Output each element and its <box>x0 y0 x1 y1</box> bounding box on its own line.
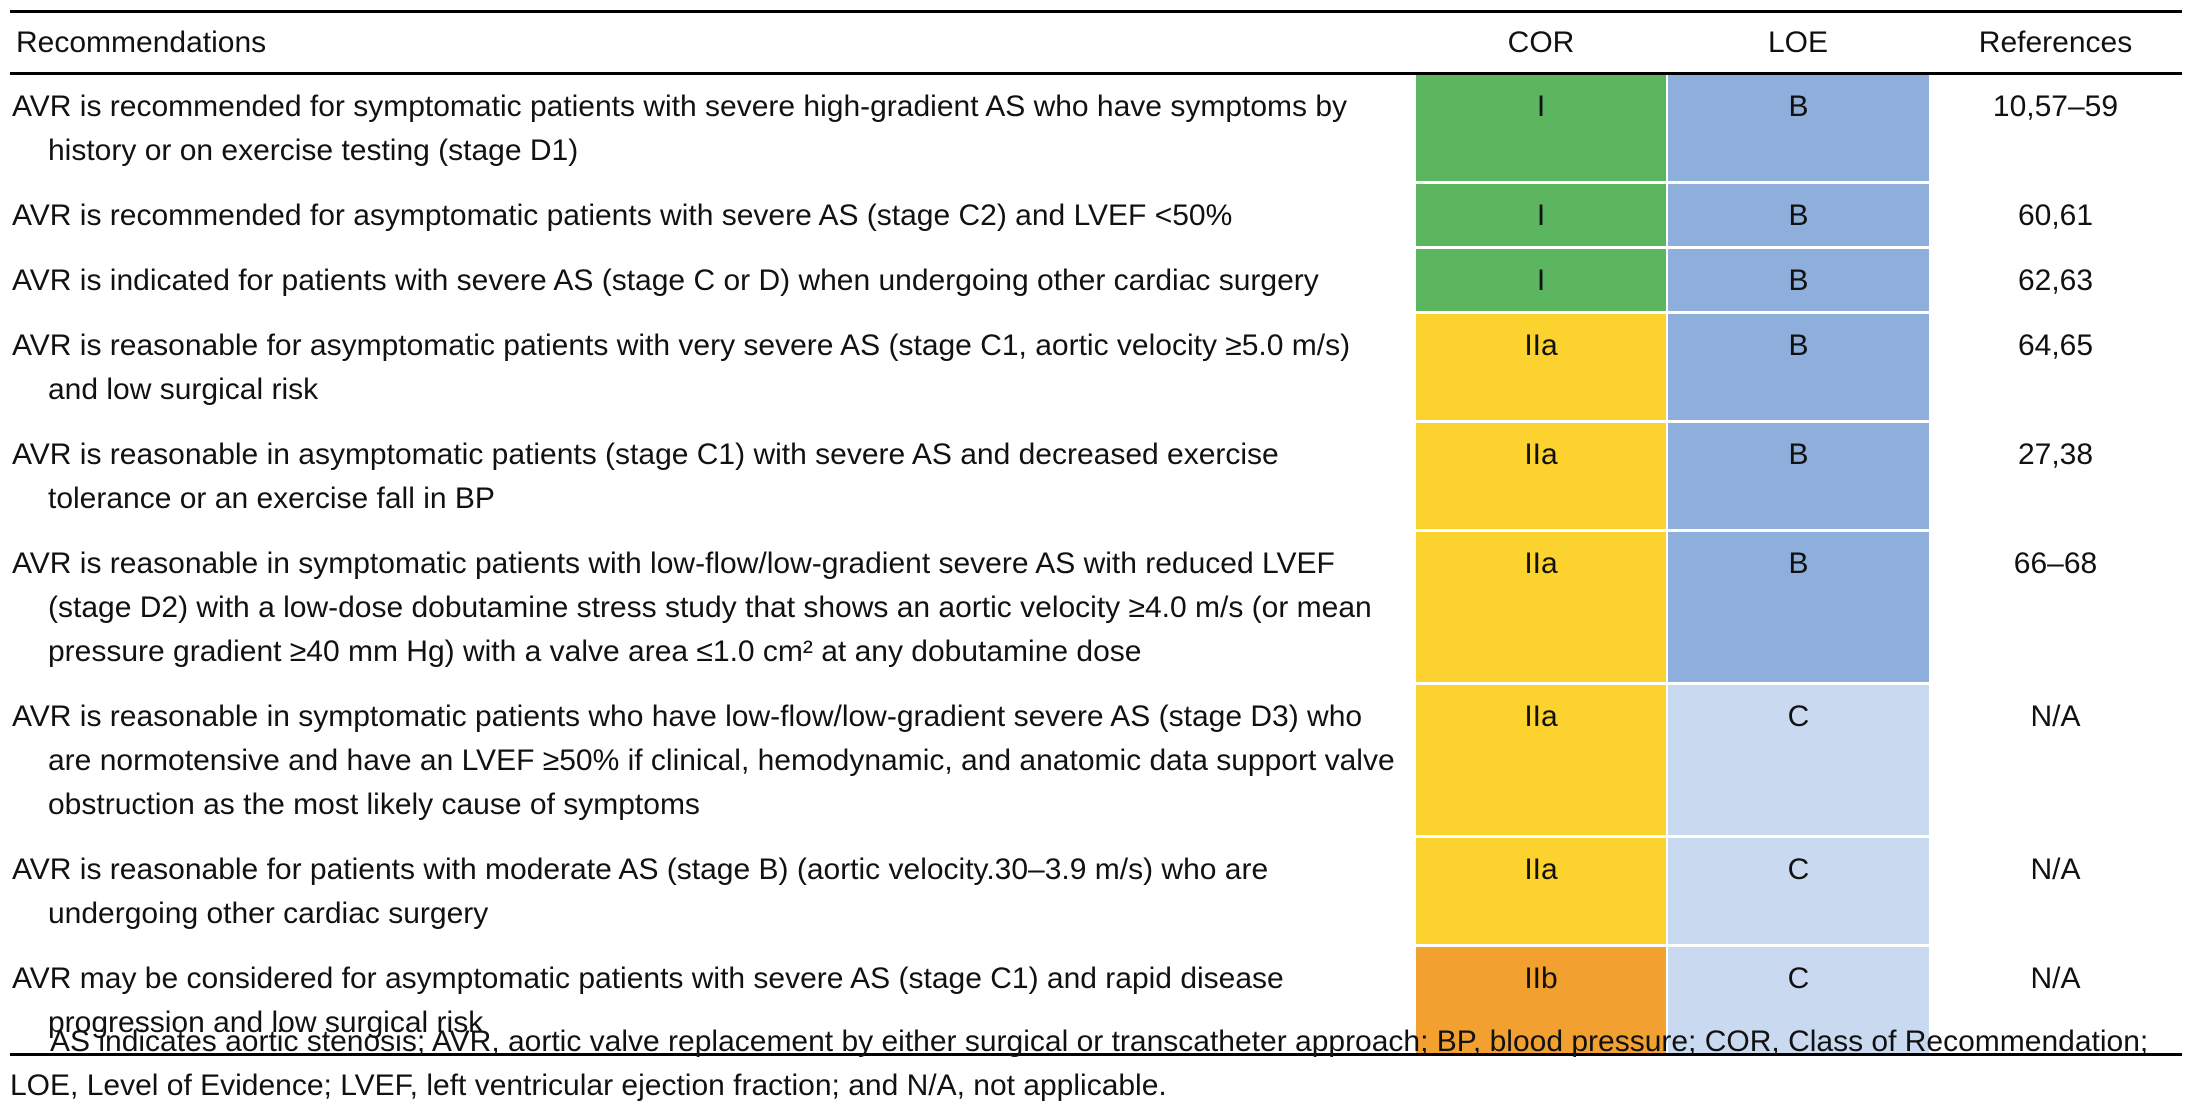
references-cell: 62,63 <box>1929 246 2182 313</box>
cor-cell: I <box>1414 246 1667 313</box>
cor-cell: I <box>1414 73 1667 183</box>
table-row: AVR may be considered for asymptomatic p… <box>10 944 2182 1056</box>
recommendation-cell: AVR is indicated for patients with sever… <box>10 246 1415 313</box>
recommendation-cell: AVR is recommended for asymptomatic pati… <box>10 181 1415 248</box>
cor-cell: IIa <box>1414 529 1667 684</box>
references-cell: 60,61 <box>1929 181 2182 248</box>
recommendation-text: AVR is indicated for patients with sever… <box>12 264 1319 297</box>
table-row: AVR is reasonable in symptomatic patient… <box>10 682 2182 837</box>
table-footnote: AS indicates aortic stenosis; AVR, aorti… <box>10 1025 2149 1102</box>
recommendation-cell: AVR may be considered for asymptomatic p… <box>10 944 1415 1056</box>
cor-cell: IIa <box>1414 420 1667 531</box>
recommendation-text: AVR is reasonable in asymptomatic patien… <box>12 438 1279 515</box>
header-cor: COR <box>1415 10 1667 75</box>
references-cell: 27,38 <box>1929 420 2182 531</box>
recommendation-cell: AVR is reasonable in asymptomatic patien… <box>10 420 1415 531</box>
recommendation-cell: AVR is reasonable for patients with mode… <box>10 835 1415 946</box>
loe-cell: B <box>1666 246 1929 313</box>
loe-cell: C <box>1666 682 1929 837</box>
table-row: AVR is reasonable in asymptomatic patien… <box>10 420 2182 531</box>
table-row: AVR is recommended for symptomatic patie… <box>10 73 2182 183</box>
references-cell: 66–68 <box>1929 529 2182 684</box>
recommendation-cell: AVR is reasonable for asymptomatic patie… <box>10 311 1415 422</box>
references-cell: 10,57–59 <box>1929 73 2182 183</box>
recommendation-cell: AVR is reasonable in symptomatic patient… <box>10 529 1415 684</box>
recommendation-text: AVR is recommended for symptomatic patie… <box>12 90 1348 167</box>
recommendations-table: Recommendations COR LOE References AVR i… <box>10 10 2182 1056</box>
recommendation-cell: AVR is reasonable in symptomatic patient… <box>10 682 1415 837</box>
table-body: AVR is recommended for symptomatic patie… <box>10 73 2182 1056</box>
references-cell: N/A <box>1929 944 2182 1056</box>
recommendation-text: AVR is recommended for asymptomatic pati… <box>12 199 1233 232</box>
cor-cell: IIb <box>1414 944 1667 1056</box>
header-references: References <box>1929 10 2182 75</box>
loe-cell: B <box>1666 529 1929 684</box>
recommendation-text: AVR is reasonable for asymptomatic patie… <box>12 329 1351 406</box>
loe-cell: B <box>1666 73 1929 183</box>
table-row: AVR is indicated for patients with sever… <box>10 246 2182 313</box>
loe-cell: B <box>1666 420 1929 531</box>
header-recommendations: Recommendations <box>10 10 1415 75</box>
references-cell: 64,65 <box>1929 311 2182 422</box>
recommendation-text: AVR is reasonable in symptomatic patient… <box>12 547 1372 668</box>
cor-cell: IIa <box>1414 835 1667 946</box>
table-row: AVR is reasonable for patients with mode… <box>10 835 2182 946</box>
recommendation-cell: AVR is recommended for symptomatic patie… <box>10 74 1415 183</box>
table-row: AVR is reasonable for asymptomatic patie… <box>10 311 2182 422</box>
recommendation-text: AVR may be considered for asymptomatic p… <box>12 962 1284 1039</box>
loe-cell: C <box>1666 944 1929 1056</box>
table-header: Recommendations COR LOE References <box>10 10 2182 75</box>
cor-cell: IIa <box>1414 311 1667 422</box>
references-cell: N/A <box>1929 835 2182 946</box>
recommendation-text: AVR is reasonable in symptomatic patient… <box>12 700 1395 821</box>
cor-cell: I <box>1414 181 1667 248</box>
cor-cell: IIa <box>1414 682 1667 837</box>
loe-cell: B <box>1666 181 1929 248</box>
header-loe: LOE <box>1667 10 1929 75</box>
references-cell: N/A <box>1929 682 2182 837</box>
recommendation-text: AVR is reasonable for patients with mode… <box>12 853 1269 930</box>
loe-cell: B <box>1666 311 1929 422</box>
loe-cell: C <box>1666 835 1929 946</box>
table-row: AVR is reasonable in symptomatic patient… <box>10 529 2182 684</box>
header-row: Recommendations COR LOE References <box>10 10 2182 75</box>
recommendations-table-container: Recommendations COR LOE References AVR i… <box>10 10 2182 1056</box>
table-row: AVR is recommended for asymptomatic pati… <box>10 181 2182 248</box>
